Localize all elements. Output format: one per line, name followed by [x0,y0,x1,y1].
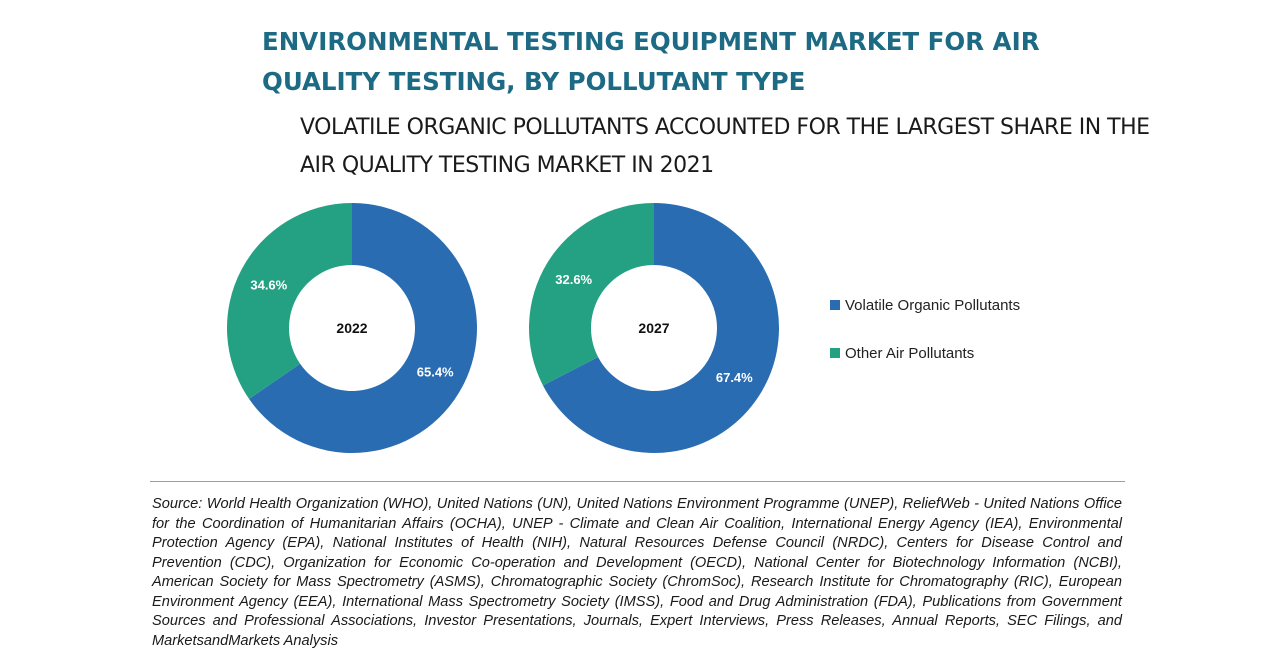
donut-chart-2027: 67.4% 32.6% 2027 [529,203,779,453]
legend: Volatile Organic Pollutants Other Air Po… [830,294,1020,390]
legend-label-other: Other Air Pollutants [845,344,975,362]
chart-subtitle: VOLATILE ORGANIC POLLUTANTS ACCOUNTED FO… [300,115,1150,178]
data-label-other-2027: 32.6% [555,272,592,287]
legend-item-volatile: Volatile Organic Pollutants [830,294,1020,316]
source-divider [150,481,1125,482]
data-label-other-2022: 34.6% [250,277,287,292]
source-note: Source: World Health Organization (WHO),… [152,496,1122,649]
data-label-volatile-2027: 67.4% [716,370,753,385]
slice-volatile-2027 [542,203,779,453]
legend-swatch-other [830,348,840,358]
slice-other-2022 [226,203,352,399]
data-label-volatile-2022: 65.4% [417,365,454,380]
chart-title: ENVIRONMENTAL TESTING EQUIPMENT MARKET F… [262,27,1040,96]
center-label-2022: 2022 [336,320,367,336]
legend-label-volatile: Volatile Organic Pollutants [845,296,1021,314]
slice-volatile-2022 [249,203,477,453]
donut-chart-2022: 65.4% 34.6% 2022 [226,203,477,453]
center-label-2027: 2027 [638,320,669,336]
legend-item-other: Other Air Pollutants [830,342,1020,364]
legend-swatch-volatile [830,300,840,310]
slice-other-2027 [529,203,654,386]
